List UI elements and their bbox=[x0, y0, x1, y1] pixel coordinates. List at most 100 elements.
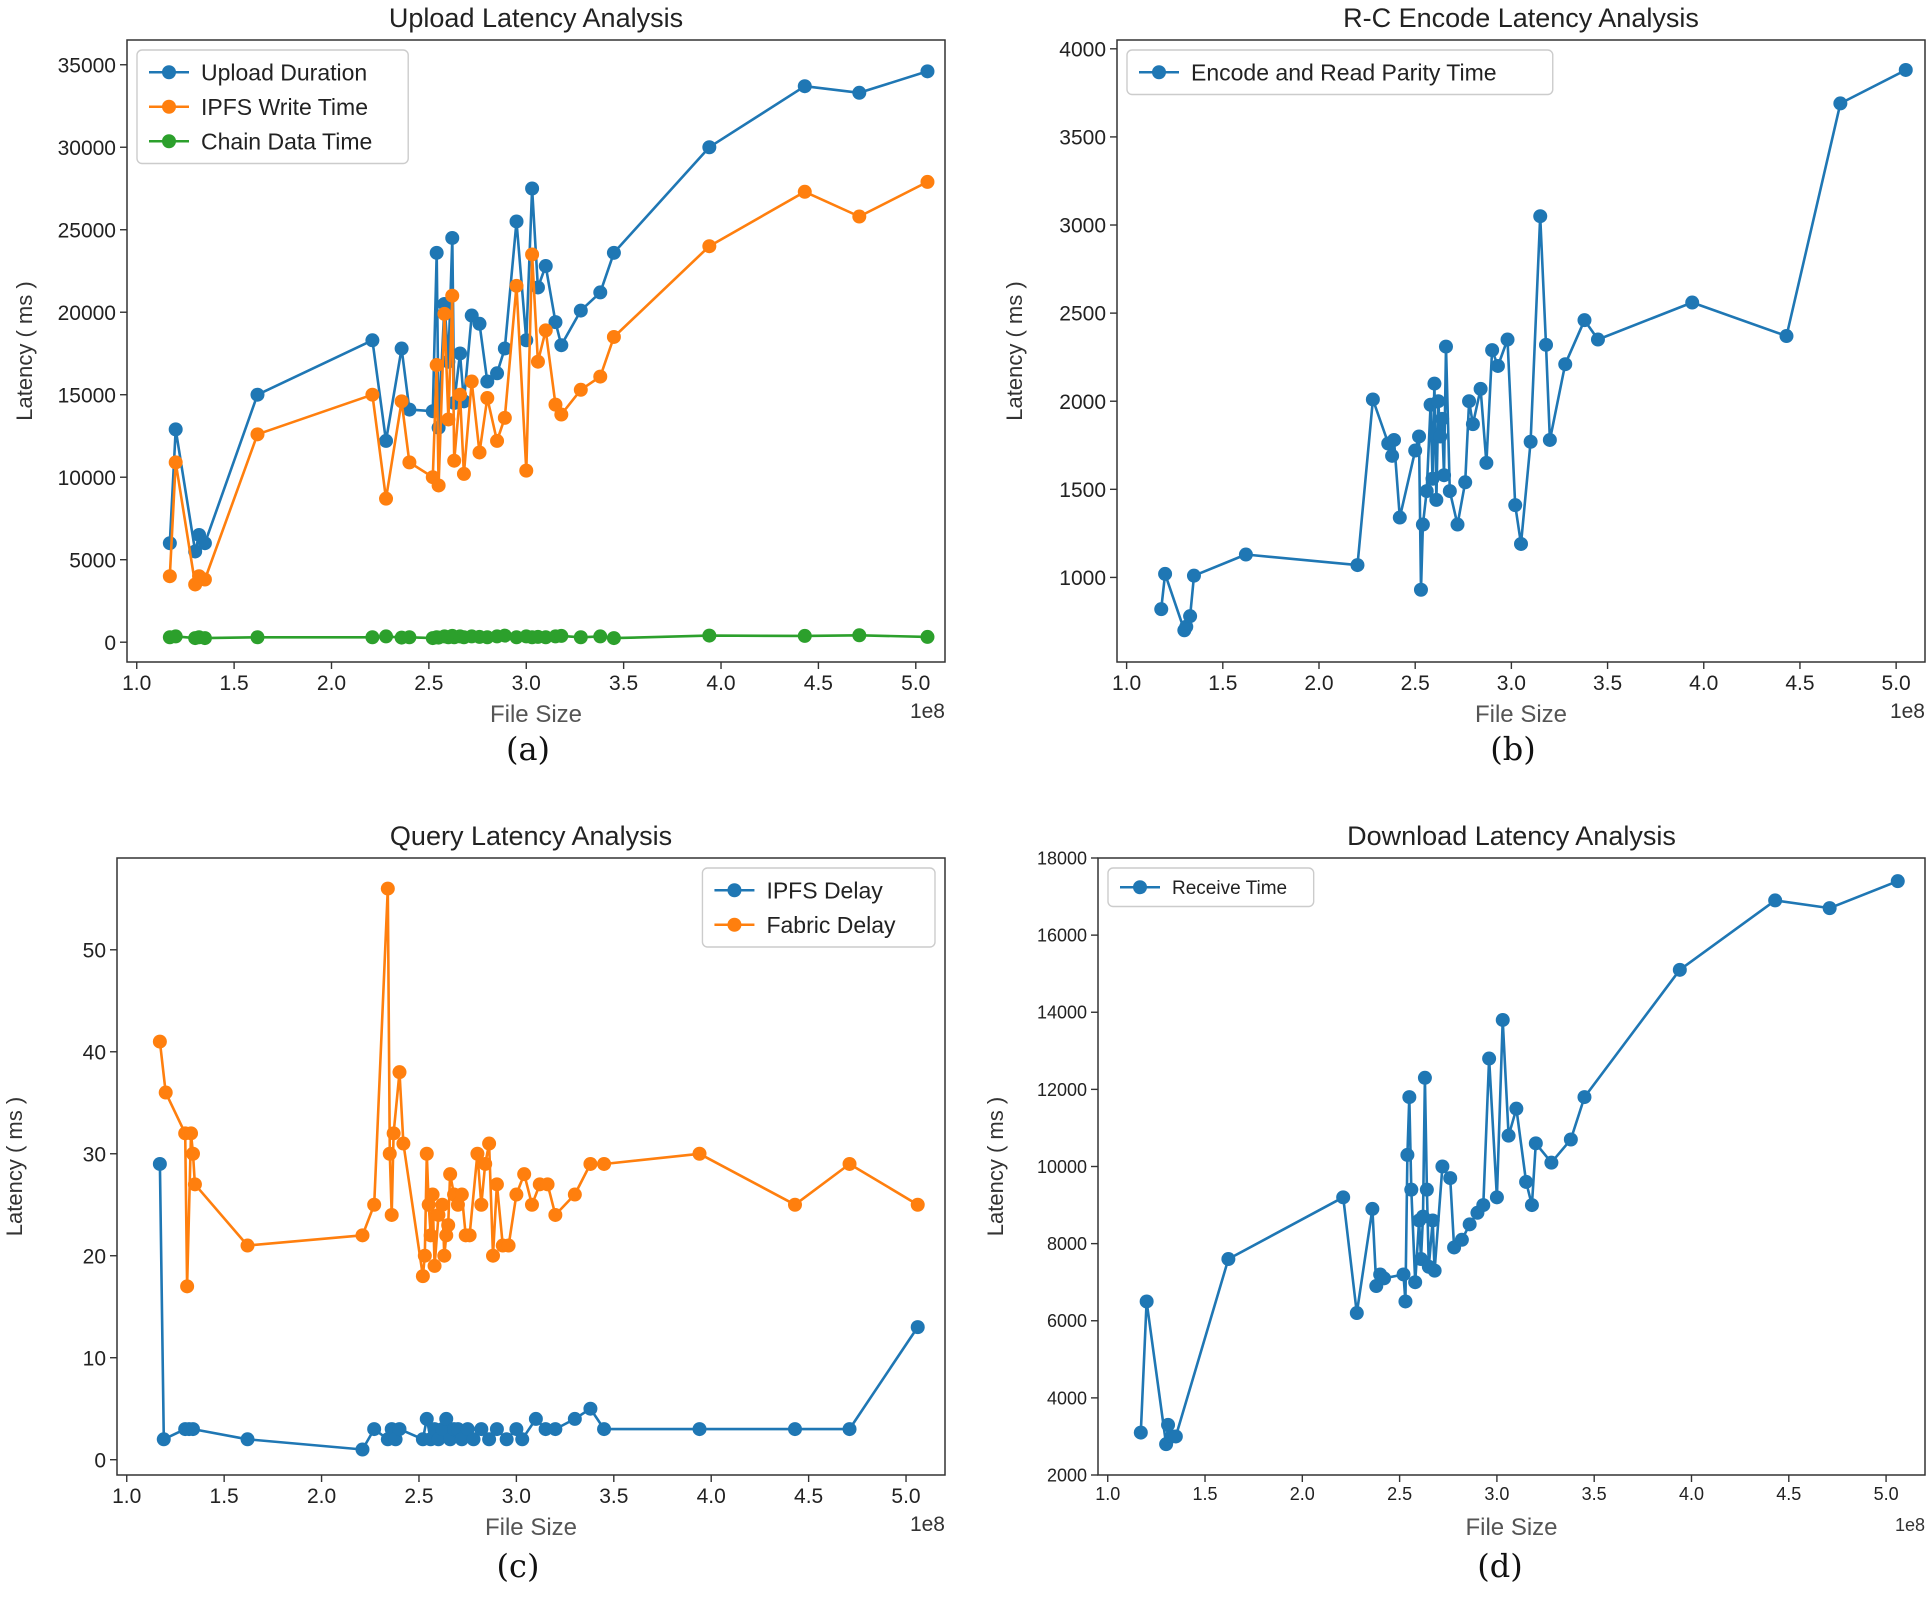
data-point bbox=[1438, 339, 1453, 354]
data-point bbox=[1523, 434, 1538, 449]
y-axis-label: Latency ( ms ) bbox=[12, 281, 37, 420]
x-tick-label: 1.5 bbox=[210, 1485, 239, 1508]
data-point bbox=[250, 427, 265, 442]
data-point bbox=[1392, 510, 1407, 525]
data-point bbox=[466, 1432, 481, 1447]
x-offset-label: 1e8 bbox=[910, 700, 945, 723]
legend: IPFS Delay Fabric Delay bbox=[701, 867, 936, 948]
legend-label: Receive Time bbox=[1172, 878, 1287, 899]
data-point bbox=[593, 285, 608, 300]
data-point bbox=[1413, 582, 1428, 597]
data-point bbox=[1442, 484, 1457, 499]
data-point bbox=[842, 1156, 857, 1171]
data-point bbox=[384, 1207, 399, 1222]
data-point bbox=[787, 1197, 802, 1212]
data-point bbox=[240, 1432, 255, 1447]
data-point bbox=[1158, 566, 1173, 581]
data-point bbox=[380, 881, 395, 896]
legend-label: Chain Data Time bbox=[201, 129, 372, 155]
x-tick-label: 5.0 bbox=[1874, 1484, 1899, 1504]
data-point bbox=[1425, 471, 1440, 486]
data-point bbox=[797, 184, 812, 199]
x-tick-label: 5.0 bbox=[891, 1485, 920, 1508]
data-point bbox=[435, 1197, 450, 1212]
data-point bbox=[1833, 96, 1848, 111]
x-tick-label: 3.0 bbox=[1484, 1484, 1509, 1504]
data-point bbox=[456, 466, 471, 481]
data-point bbox=[180, 1279, 195, 1294]
data-point bbox=[490, 433, 505, 448]
data-point bbox=[447, 453, 462, 468]
data-point bbox=[597, 1156, 612, 1171]
data-point bbox=[554, 407, 569, 422]
x-tick-label: 2.5 bbox=[414, 672, 443, 695]
x-tick-label: 2.0 bbox=[317, 672, 346, 695]
data-point bbox=[489, 1177, 504, 1192]
data-point bbox=[692, 1422, 707, 1437]
panel-caption: (d) bbox=[1477, 1547, 1522, 1585]
y-tick-label: 18000 bbox=[1037, 848, 1087, 868]
data-point bbox=[538, 1422, 553, 1437]
x-tick-label: 5.0 bbox=[901, 672, 930, 695]
data-point bbox=[1349, 1306, 1364, 1321]
x-tick-label: 5.0 bbox=[1882, 672, 1911, 695]
data-point bbox=[583, 1401, 598, 1416]
x-axis-label: File Size bbox=[1475, 701, 1567, 728]
data-point bbox=[1482, 1051, 1497, 1066]
y-tick-label: 4000 bbox=[1047, 1388, 1087, 1408]
data-point bbox=[1404, 1182, 1419, 1197]
data-point bbox=[1400, 1147, 1415, 1162]
data-point bbox=[1398, 1294, 1413, 1309]
data-point bbox=[1336, 1190, 1351, 1205]
data-point bbox=[1427, 1263, 1442, 1278]
data-point bbox=[162, 569, 177, 584]
data-point bbox=[402, 630, 417, 645]
data-point bbox=[1433, 429, 1448, 444]
data-point bbox=[1462, 394, 1477, 409]
x-tick-label: 1.5 bbox=[1193, 1484, 1218, 1504]
data-point bbox=[1419, 484, 1434, 499]
data-point bbox=[1524, 1198, 1539, 1213]
data-point bbox=[462, 1228, 477, 1243]
y-axis-label: Latency ( ms ) bbox=[2, 1097, 27, 1236]
x-tick-label: 3.0 bbox=[502, 1485, 531, 1508]
data-point bbox=[797, 628, 812, 643]
data-point bbox=[454, 1432, 469, 1447]
data-point bbox=[184, 1126, 199, 1141]
data-point bbox=[1500, 332, 1515, 347]
x-offset-label: 1e8 bbox=[1890, 700, 1925, 723]
data-point bbox=[480, 374, 495, 389]
data-point bbox=[1577, 313, 1592, 328]
data-point bbox=[538, 323, 553, 338]
panel-caption: (c) bbox=[497, 1547, 540, 1585]
data-point bbox=[1479, 455, 1494, 470]
plot-frame bbox=[1097, 857, 1926, 1476]
data-point bbox=[1465, 417, 1480, 432]
data-point bbox=[382, 1146, 397, 1161]
data-point bbox=[1508, 498, 1523, 513]
data-point bbox=[443, 1167, 458, 1182]
data-point bbox=[1450, 517, 1465, 532]
y-tick-label: 15000 bbox=[58, 384, 116, 407]
data-point bbox=[478, 1156, 493, 1171]
y-tick-label: 0 bbox=[104, 632, 116, 655]
data-point bbox=[702, 239, 717, 254]
data-point bbox=[486, 1248, 501, 1263]
data-point bbox=[573, 303, 588, 318]
data-point bbox=[554, 338, 569, 353]
data-point bbox=[250, 630, 265, 645]
data-point bbox=[1408, 1275, 1423, 1290]
x-axis-label: File Size bbox=[1465, 1514, 1557, 1541]
x-tick-label: 2.0 bbox=[1304, 672, 1333, 695]
data-point bbox=[187, 1177, 202, 1192]
data-point bbox=[583, 1156, 598, 1171]
data-point bbox=[482, 1136, 497, 1151]
legend-marker bbox=[727, 917, 742, 932]
legend-label: IPFS Delay bbox=[766, 878, 883, 904]
data-point bbox=[852, 209, 867, 224]
x-tick-label: 2.0 bbox=[307, 1485, 336, 1508]
data-point bbox=[1558, 357, 1573, 372]
data-point bbox=[538, 259, 553, 274]
data-point bbox=[497, 410, 512, 425]
